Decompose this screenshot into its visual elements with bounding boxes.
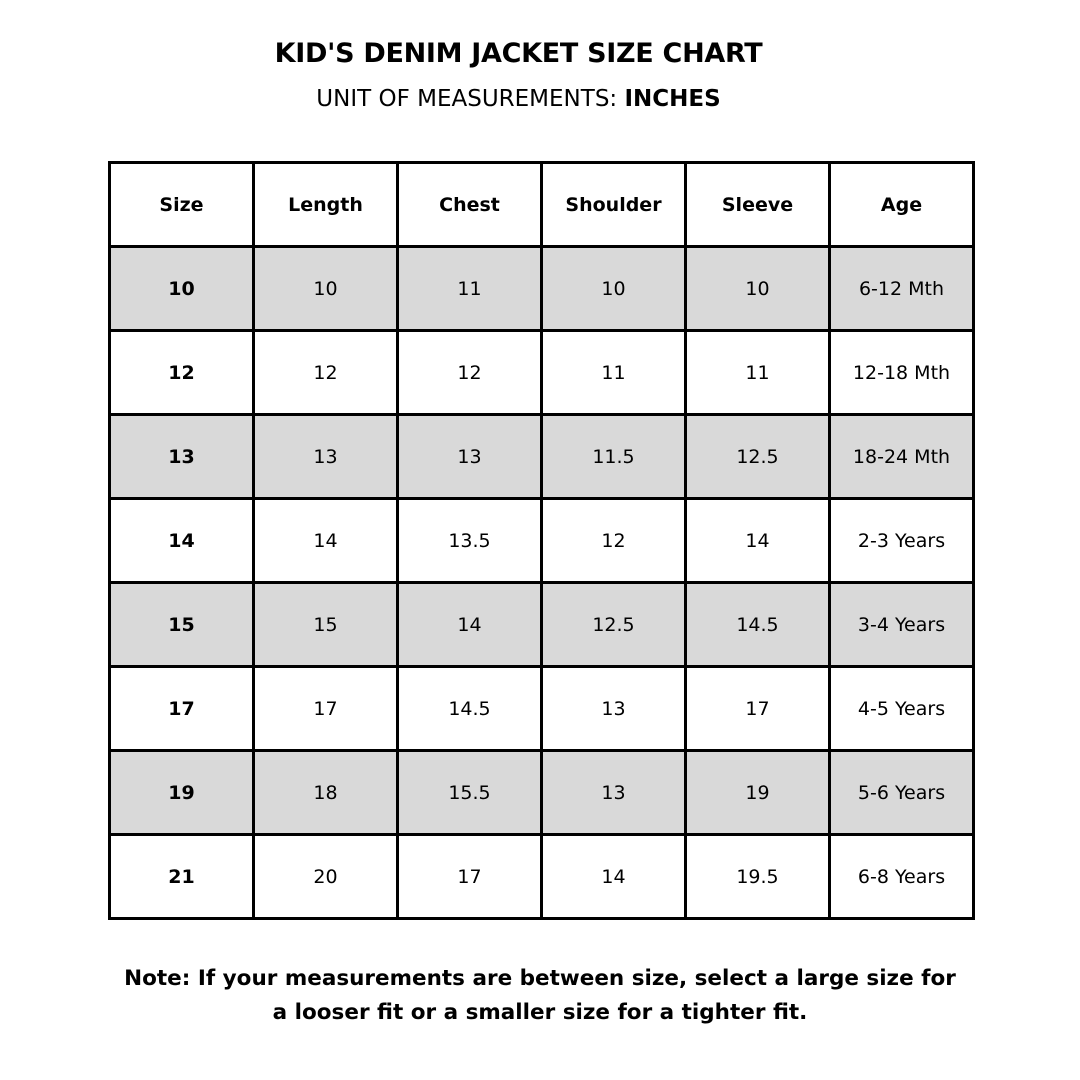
cell-length: 10 [252,245,399,332]
table-row: 14 14 13.5 12 14 2-3 Years [108,497,975,584]
table-row: 10 10 11 10 10 6-12 Mth [108,245,975,332]
unit-subtitle: UNIT OF MEASUREMENTS: INCHES [0,86,1037,112]
note-line-2: a looser fit or a smaller size for a tig… [272,1000,808,1025]
column-header-length: Length [252,161,399,248]
cell-length: 13 [252,413,399,500]
table-row: 12 12 12 11 11 12-18 Mth [108,329,975,416]
cell-shoulder: 13 [540,665,687,752]
cell-sleeve: 12.5 [684,413,831,500]
cell-age: 6-8 Years [828,833,975,920]
cell-age: 6-12 Mth [828,245,975,332]
table-row: 19 18 15.5 13 19 5-6 Years [108,749,975,836]
column-header-size: Size [108,161,255,248]
cell-chest: 13.5 [396,497,543,584]
cell-age: 5-6 Years [828,749,975,836]
cell-shoulder: 13 [540,749,687,836]
cell-size: 10 [108,245,255,332]
cell-size: 19 [108,749,255,836]
cell-length: 15 [252,581,399,668]
cell-shoulder: 10 [540,245,687,332]
cell-shoulder: 14 [540,833,687,920]
column-header-shoulder: Shoulder [540,161,687,248]
note-line-1: Note: If your measurements are between s… [124,966,956,991]
cell-length: 20 [252,833,399,920]
cell-chest: 12 [396,329,543,416]
cell-age: 12-18 Mth [828,329,975,416]
cell-size: 15 [108,581,255,668]
table-row: 15 15 14 12.5 14.5 3-4 Years [108,581,975,668]
cell-sleeve: 17 [684,665,831,752]
cell-shoulder: 11 [540,329,687,416]
column-header-sleeve: Sleeve [684,161,831,248]
cell-shoulder: 12 [540,497,687,584]
cell-chest: 14 [396,581,543,668]
table-row: 13 13 13 11.5 12.5 18-24 Mth [108,413,975,500]
cell-shoulder: 12.5 [540,581,687,668]
cell-age: 3-4 Years [828,581,975,668]
cell-sleeve: 11 [684,329,831,416]
size-chart-table: Size Length Chest Shoulder Sleeve Age 10… [108,161,975,920]
cell-age: 4-5 Years [828,665,975,752]
cell-chest: 15.5 [396,749,543,836]
cell-size: 17 [108,665,255,752]
column-header-chest: Chest [396,161,543,248]
cell-size: 12 [108,329,255,416]
cell-sleeve: 19 [684,749,831,836]
cell-size: 21 [108,833,255,920]
unit-value: INCHES [624,86,721,112]
cell-length: 17 [252,665,399,752]
cell-chest: 11 [396,245,543,332]
unit-label: UNIT OF MEASUREMENTS: [316,86,625,112]
cell-age: 18-24 Mth [828,413,975,500]
column-header-age: Age [828,161,975,248]
cell-size: 13 [108,413,255,500]
cell-chest: 13 [396,413,543,500]
cell-shoulder: 11.5 [540,413,687,500]
table-row: 17 17 14.5 13 17 4-5 Years [108,665,975,752]
page-title: KID'S DENIM JACKET SIZE CHART [274,38,763,69]
cell-sleeve: 14.5 [684,581,831,668]
table-header-row: Size Length Chest Shoulder Sleeve Age [108,161,975,248]
cell-length: 18 [252,749,399,836]
cell-sleeve: 10 [684,245,831,332]
cell-chest: 17 [396,833,543,920]
cell-sleeve: 14 [684,497,831,584]
fit-note: Note: If your measurements are between s… [0,962,1080,1030]
cell-length: 12 [252,329,399,416]
table-row: 21 20 17 14 19.5 6-8 Years [108,833,975,920]
cell-sleeve: 19.5 [684,833,831,920]
cell-age: 2-3 Years [828,497,975,584]
cell-size: 14 [108,497,255,584]
cell-length: 14 [252,497,399,584]
cell-chest: 14.5 [396,665,543,752]
